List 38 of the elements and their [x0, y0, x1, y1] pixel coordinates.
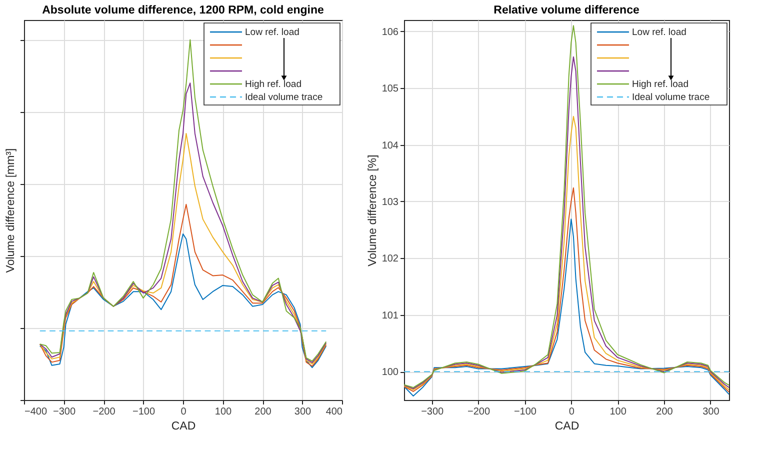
- x-tick-label: −100: [132, 406, 156, 418]
- y-tick-label: 103: [382, 196, 399, 208]
- x-tick-label: −200: [468, 406, 490, 418]
- x-tick-label: −300: [421, 406, 444, 418]
- y-tick-label: 102: [382, 254, 399, 265]
- x-tick-label: 0: [180, 406, 187, 418]
- y-tick-label: 101: [382, 310, 399, 322]
- x-tick-label: 100: [214, 406, 232, 418]
- x-axis-title: CAD: [171, 420, 196, 432]
- x-tick-label: −200: [92, 406, 116, 418]
- line-series: [404, 116, 729, 390]
- x-tick-label: 200: [656, 406, 674, 418]
- x-tick-label: −400: [24, 406, 48, 418]
- x-tick-label: 300: [702, 406, 720, 418]
- y-axis-title: Volume difference [mm³]: [5, 148, 17, 273]
- y-axis-title: Volume difference [%]: [366, 154, 379, 266]
- x-tick-label: −100: [514, 406, 537, 418]
- x-axis-title: CAD: [554, 420, 580, 432]
- x-tick-label: −300: [52, 406, 76, 418]
- x-tick-label: 0: [568, 406, 575, 418]
- legend-label: Ideal volume trace: [245, 92, 323, 103]
- x-tick-label: 100: [610, 406, 627, 418]
- chart-title: Relative volume difference: [494, 4, 640, 16]
- y-tick-label: 100: [382, 367, 399, 378]
- y-tick-label: 106: [382, 26, 399, 38]
- legend-label: Low ref. load: [632, 27, 686, 38]
- y-tick-label: 104: [382, 140, 399, 152]
- x-tick-label: 200: [254, 406, 272, 418]
- x-tick-label: 300: [294, 406, 312, 418]
- legend-label: High ref. load: [245, 79, 302, 90]
- line-series: [404, 218, 729, 397]
- legend-label: Low ref. load: [245, 27, 300, 38]
- legend-label: Ideal volume trace: [632, 92, 710, 103]
- chart-title: Absolute volume difference, 1200 RPM, cold engine: [42, 4, 324, 16]
- y-tick-label: 105: [382, 84, 399, 95]
- legend-label: High ref. load: [632, 79, 689, 90]
- line-series: [404, 187, 729, 393]
- x-tick-label: 400: [326, 406, 343, 418]
